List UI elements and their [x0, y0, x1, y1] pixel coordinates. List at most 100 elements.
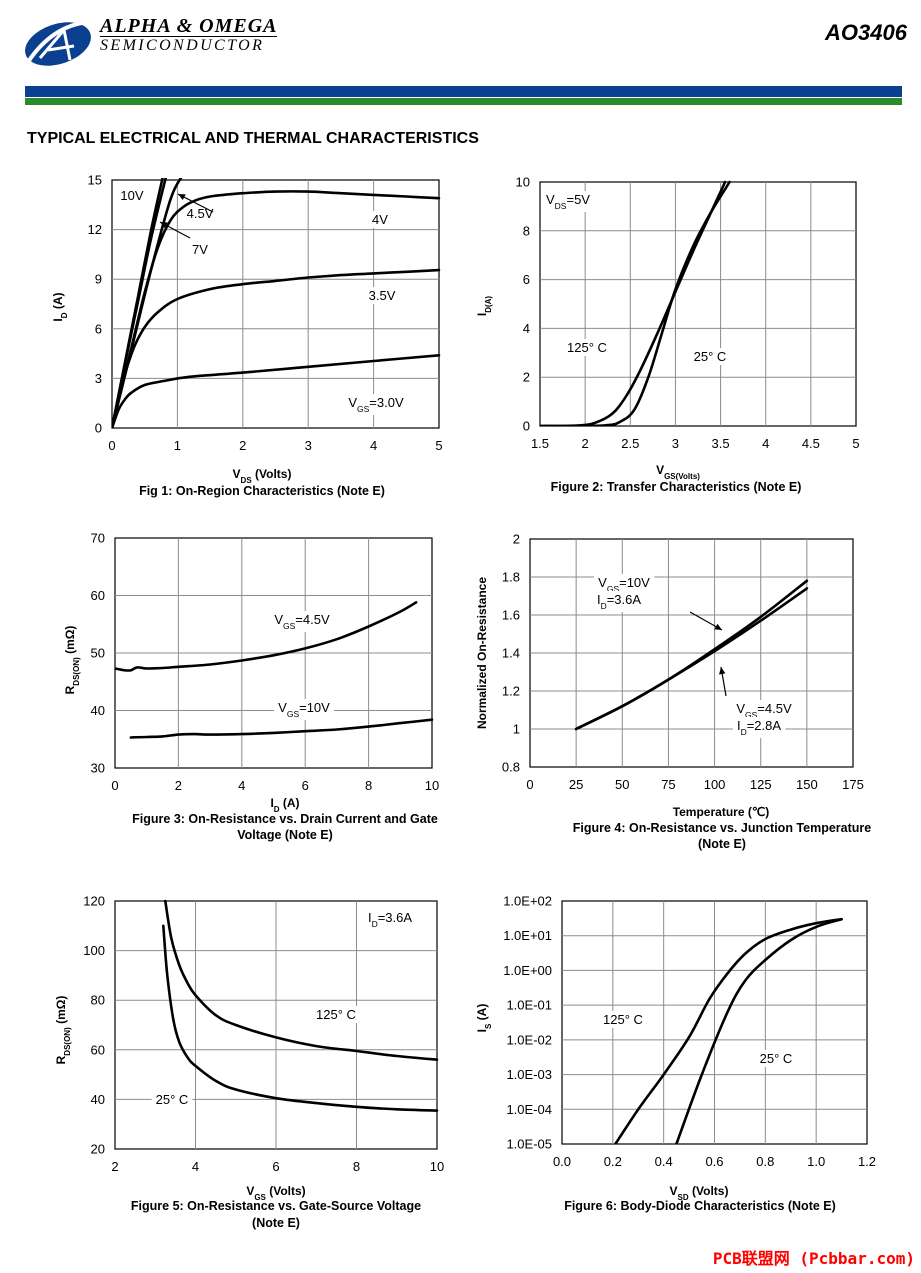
- chart-caption: Figure 5: On-Resistance vs. Gate-Source …: [131, 1199, 421, 1213]
- annotation-bg: [151, 1091, 193, 1108]
- header-bar-green: [25, 98, 902, 105]
- x-tick-label: 4.5: [802, 436, 820, 451]
- series-line-2: [675, 917, 843, 1144]
- x-tick-label: 25: [569, 777, 583, 792]
- chart-4: 0 25 50 75 100 125 150 175 0.8 1 1.2 1.4 1.6 1.8 2 VGS=…: [475, 532, 871, 852]
- y-axis-label: IS (A): [475, 1004, 493, 1033]
- x-tick-label: 0: [526, 777, 533, 792]
- annotation-label: VGS=4.5V: [274, 612, 330, 631]
- y-tick-label: 9: [95, 272, 102, 287]
- annotation-label: VGS=4.5V: [736, 701, 792, 720]
- series-line-1: [614, 917, 843, 1144]
- y-tick-label: 60: [91, 588, 105, 603]
- annotation-bg: [689, 348, 731, 365]
- y-tick-label: 6: [95, 321, 102, 336]
- chart-caption: Figure 3: On-Resistance vs. Drain Curren…: [132, 812, 438, 826]
- x-axis-label: VGS (Volts): [246, 1184, 305, 1202]
- series-line-2: [162, 924, 439, 1112]
- annotation-label: 4V: [372, 212, 388, 227]
- y-tick-label: 1.0E-01: [506, 998, 552, 1013]
- x-tick-label: 10: [425, 778, 439, 793]
- y-tick-label: 60: [91, 1042, 105, 1057]
- x-tick-label: 4: [762, 436, 769, 451]
- series-line-4: [112, 190, 441, 428]
- series-line-2: [574, 587, 809, 731]
- series-line-2: [540, 180, 731, 426]
- y-tick-label: 8: [523, 223, 530, 238]
- chart-caption: Voltage (Note E): [237, 828, 333, 842]
- chart-caption: Figure 2: Transfer Characteristics (Note…: [551, 480, 802, 494]
- y-tick-label: 1.4: [502, 646, 520, 661]
- annotation-bg: [312, 1006, 360, 1023]
- y-tick-label: 4: [523, 321, 530, 336]
- annotation-bg: [542, 191, 595, 212]
- y-tick-label: 12: [88, 222, 102, 237]
- x-tick-label: 0.4: [655, 1154, 673, 1169]
- chart-5: 2 4 6 8 10 20 40 60 80 100 120 ID=3.6A 125° C 25° C VG…: [54, 894, 444, 1231]
- y-tick-label: 1.0E-05: [506, 1137, 552, 1152]
- arrowhead: [178, 194, 186, 201]
- section-title: TYPICAL ELECTRICAL AND THERMAL CHARACTER…: [27, 130, 479, 147]
- annotation-label: VGS=10V: [278, 700, 330, 719]
- x-tick-label: 6: [272, 1159, 279, 1174]
- chart-2: 1.5 2 2.5 3 3.5 4 4.5 5 0 2 4 6 8 10 VDS=5V 125° C 25° C…: [475, 175, 860, 495]
- x-tick-label: 0: [108, 438, 115, 453]
- x-tick-label: 50: [615, 777, 629, 792]
- x-tick-label: 4: [370, 438, 377, 453]
- y-tick-label: 100: [83, 943, 105, 958]
- x-tick-label: 2: [175, 778, 182, 793]
- x-axis-label: VDS (Volts): [233, 467, 292, 485]
- company-logo-icon: [25, 20, 91, 66]
- x-tick-label: 0: [111, 778, 118, 793]
- annotation-label: 3.5V: [369, 288, 396, 303]
- arrowhead: [714, 623, 722, 630]
- annotation-label: 25° C: [156, 1092, 189, 1107]
- x-tick-label: 5: [852, 436, 859, 451]
- annotation-bg: [594, 574, 655, 595]
- y-axis-label: ID (A): [51, 292, 69, 321]
- series-line-6: [112, 354, 441, 428]
- y-axis-label: RDS(ON) (mΩ): [63, 626, 81, 695]
- y-axis-label: Normalized On-Resistance: [475, 577, 489, 729]
- annotation-bg: [599, 1011, 647, 1028]
- y-tick-label: 40: [91, 703, 105, 718]
- chart-caption: Figure 6: Body-Diode Characteristics (No…: [564, 1199, 836, 1213]
- annotation-label: 125° C: [316, 1007, 356, 1022]
- x-tick-label: 2.5: [621, 436, 639, 451]
- x-tick-label: 6: [302, 778, 309, 793]
- company-name: ALPHA & OMEGA: [100, 15, 278, 37]
- y-tick-label: 80: [91, 993, 105, 1008]
- x-tick-label: 5: [435, 438, 442, 453]
- annotation-label: VGS=3.0V: [348, 395, 404, 414]
- y-tick-label: 30: [91, 761, 105, 776]
- x-tick-label: 3: [305, 438, 312, 453]
- x-tick-label: 0.6: [705, 1154, 723, 1169]
- y-tick-label: 50: [91, 646, 105, 661]
- x-tick-label: 75: [661, 777, 675, 792]
- watermark: PCB联盟网 (Pcbbar.com): [712, 1249, 915, 1268]
- x-tick-label: 1: [174, 438, 181, 453]
- y-tick-label: 1.0E-03: [506, 1067, 552, 1082]
- annotation-bg: [274, 699, 335, 720]
- annotation-label: 10V: [120, 188, 143, 203]
- chart-3: 0 2 4 6 8 10 30 40 50 60 70 VGS=4.5V VGS=10V ID (A) RD…: [63, 531, 439, 843]
- y-tick-label: 1.0E-04: [506, 1102, 552, 1117]
- x-axis-label: ID (A): [270, 796, 299, 814]
- y-tick-label: 1.6: [502, 608, 520, 623]
- y-tick-label: 70: [91, 531, 105, 546]
- chart-caption: (Note E): [252, 1216, 300, 1230]
- annotation-label: 25° C: [760, 1051, 793, 1066]
- x-axis-label: Temperature (℃): [673, 805, 770, 819]
- y-tick-label: 120: [83, 894, 105, 909]
- series-line-1: [540, 180, 727, 426]
- annotation-label: VDS=5V: [546, 192, 590, 211]
- arrowhead: [719, 667, 726, 675]
- chart-6: 0.0 0.2 0.4 0.6 0.8 1.0 1.2 1.0E-05 1.0E-04 1.0E-…: [475, 894, 876, 1214]
- y-tick-label: 0: [523, 419, 530, 434]
- company-subtitle: SEMICONDUCTOR: [100, 36, 278, 55]
- y-tick-label: 10: [516, 175, 530, 190]
- x-tick-label: 4: [192, 1159, 199, 1174]
- x-tick-label: 2: [239, 438, 246, 453]
- series-line-2: [129, 718, 434, 739]
